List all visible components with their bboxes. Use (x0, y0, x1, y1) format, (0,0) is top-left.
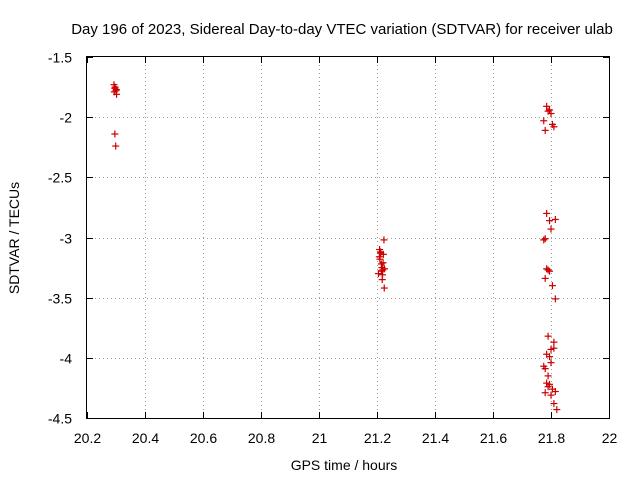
x-tick-label: 20.2 (74, 430, 101, 446)
x-tick-label: 20.8 (248, 430, 275, 446)
y-tick-label: -3 (60, 231, 73, 247)
y-tick-labels: -1.5 -2 -2.5 -3 -3.5 -4 -4.5 (48, 50, 72, 427)
data-point (112, 142, 120, 150)
data-point (544, 372, 552, 380)
x-axis-label: GPS time / hours (291, 457, 398, 473)
y-tick-label: -3.5 (48, 291, 72, 307)
data-point (543, 102, 551, 110)
x-tick-label: 20.6 (190, 430, 217, 446)
data-point (550, 344, 558, 352)
data-point (544, 332, 552, 340)
y-tick-label: -2.5 (48, 170, 72, 186)
data-point (112, 85, 120, 93)
data-point (544, 383, 552, 391)
data-point (541, 274, 549, 282)
data-point (548, 282, 556, 290)
plot-frame (86, 56, 610, 419)
y-axis-label: SDTVAR / TECUs (6, 182, 22, 294)
data-point (546, 353, 554, 361)
data-point (111, 130, 119, 138)
data-point (548, 120, 556, 128)
data-point (376, 246, 384, 254)
data-point (547, 110, 555, 118)
data-point (546, 106, 554, 114)
data-point (544, 266, 552, 274)
y-tick-label: -1.5 (48, 50, 72, 66)
x-tick-labels: 20.2 20.4 20.6 20.8 21 21.2 21.4 21.6 21.8 22 (74, 430, 618, 446)
x-tick-label: 20.4 (132, 430, 159, 446)
data-point (551, 215, 559, 223)
data-point (543, 209, 551, 217)
data-point (543, 379, 551, 387)
data-point (541, 365, 549, 373)
data-point (379, 259, 387, 267)
data-point (540, 117, 548, 125)
data-point (375, 253, 383, 261)
data-point (547, 391, 555, 399)
data-point (546, 267, 554, 275)
data-point (547, 359, 555, 367)
data-point (551, 295, 559, 303)
x-tick-label: 21.8 (538, 430, 565, 446)
data-point (379, 271, 387, 279)
data-point (550, 338, 558, 346)
data-point (540, 236, 548, 244)
y-tick-label: -4.5 (48, 411, 72, 427)
data-point (551, 388, 559, 396)
data-point (377, 249, 385, 257)
data-points (110, 81, 561, 414)
data-point (380, 236, 388, 244)
x-tick-label: 21.6 (480, 430, 507, 446)
x-tick-label: 21.2 (364, 430, 391, 446)
data-point (550, 400, 558, 408)
ticks (87, 57, 610, 419)
data-point (546, 217, 554, 225)
y-tick-label: -4 (60, 351, 73, 367)
data-point (553, 406, 561, 414)
data-point (541, 235, 549, 243)
data-point (541, 389, 549, 397)
x-tick-label: 21 (312, 430, 328, 446)
data-point (381, 265, 389, 273)
x-tick-label: 22 (602, 430, 618, 446)
y-tick-label: -2 (60, 110, 73, 126)
grid-lines (87, 57, 609, 418)
data-point (380, 284, 388, 292)
x-tick-label: 21.4 (422, 430, 449, 446)
chart-title: Day 196 of 2023, Sidereal Day-to-day VTE… (71, 21, 613, 38)
data-point (547, 225, 555, 233)
data-point (541, 126, 549, 134)
